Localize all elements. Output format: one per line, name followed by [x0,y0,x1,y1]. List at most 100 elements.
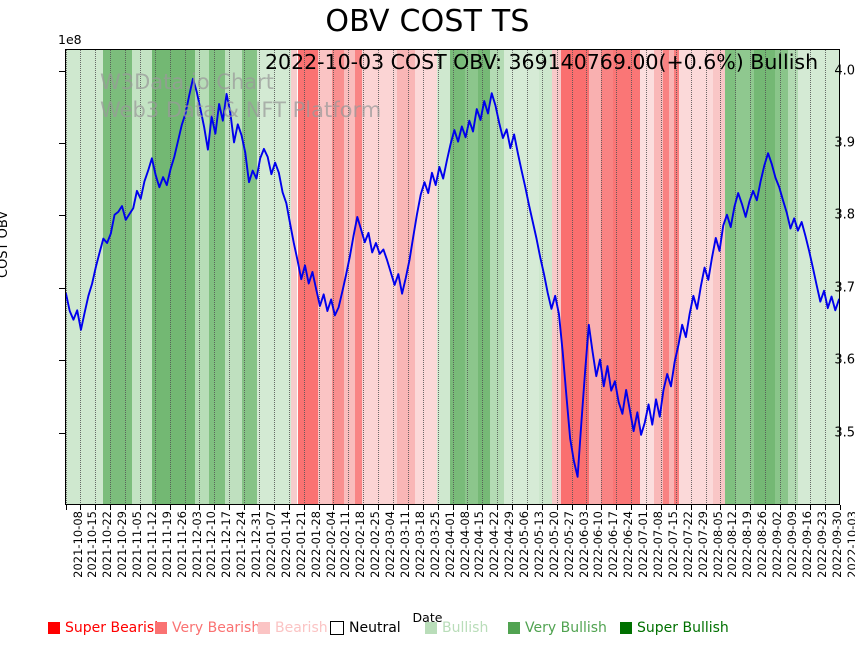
x-axis-tick-mark [601,505,603,510]
x-axis-tick-label: 2021-10-22 [100,511,115,578]
gridline-vertical [80,49,82,505]
gridline-vertical [779,49,781,505]
x-axis-tick-label: 2022-07-15 [665,511,680,578]
x-axis-tick-label: 2022-05-27 [561,511,576,578]
x-axis-tick-mark [541,505,543,510]
y-axis-tick-label: 3.9 [834,135,855,151]
x-axis-tick-mark [125,505,127,510]
sentiment-bands [65,49,840,505]
gridline-vertical [318,49,320,505]
x-axis-tick-label: 2021-11-26 [174,511,189,578]
plot-area [65,49,840,505]
x-axis-tick-label: 2022-06-17 [606,511,621,578]
gridline-vertical [765,49,767,505]
x-axis-tick-mark [794,505,796,510]
x-axis-tick-label: 2021-10-29 [115,511,130,578]
legend-label: Very Bullish [525,620,607,636]
x-axis-tick-label: 2022-02-04 [323,511,338,578]
legend-swatch-icon [258,622,270,634]
sentiment-band [503,49,540,505]
legend-label: Super Bullish [637,620,729,636]
x-axis-tick-label: 2021-11-12 [144,511,159,578]
sentiment-band [788,49,799,505]
sentiment-band [489,49,504,505]
x-axis-tick-mark [839,505,841,510]
gridline-vertical [824,49,826,505]
legend-item[interactable]: Very Bullish [508,620,607,636]
y-axis-tick-mark [59,143,65,145]
gridline-vertical [794,49,796,505]
legend-swatch-icon [425,622,437,634]
x-axis-tick-label: 2021-12-24 [234,511,249,578]
x-axis-tick-mark [229,505,231,510]
x-axis-tick-label: 2022-08-05 [710,511,725,578]
x-axis-tick-mark [809,505,811,510]
gridline-vertical [303,49,305,505]
x-axis-tick-mark [199,505,201,510]
x-axis-tick-mark [467,505,469,510]
gridline-vertical [675,49,677,505]
legend-label: Bullish [442,620,489,636]
gridline-vertical [214,49,216,505]
x-axis-tick-label: 2022-01-07 [264,511,278,578]
legend-item[interactable]: Bullish [425,620,488,636]
sentiment-band [361,49,397,505]
x-axis-tick-mark [244,505,246,510]
x-axis-tick-label: 2022-09-23 [814,511,829,578]
legend-item[interactable]: Neutral [330,620,401,636]
x-axis-tick-mark [139,505,141,510]
gridline-vertical [422,49,424,505]
sentiment-band [612,49,641,505]
x-axis-tick-label: 2022-07-01 [636,511,651,578]
x-axis-tick-mark [690,505,692,510]
legend-swatch-icon [155,622,167,634]
x-axis-tick-mark [392,505,394,510]
sentiment-legend: Super Bearish Very Bearish Bearish Neutral B… [0,620,855,642]
x-axis-tick-label: 2022-02-11 [338,511,353,578]
x-axis-tick-label: 2022-09-09 [784,511,799,578]
legend-swatch-icon [330,621,344,635]
x-axis-tick-label: 2022-07-29 [695,511,710,578]
x-axis-tick-mark [407,505,409,510]
x-axis-tick-mark [348,505,350,510]
y-axis-tick-label: 3.8 [834,207,855,223]
gridline-vertical [65,49,67,505]
x-axis-tick-mark [482,505,484,510]
legend-item[interactable]: Super Bullish [620,620,729,636]
gridline-vertical [735,49,737,505]
x-axis-tick-label: 2022-06-03 [576,511,591,578]
sentiment-band [131,49,152,505]
y-axis-tick-label: 3.5 [834,425,855,441]
x-axis-tick-mark [646,505,647,510]
gridline-vertical [169,49,171,505]
gridline-vertical [512,49,514,505]
gridline-vertical [288,49,290,505]
sentiment-band [668,49,675,505]
x-axis-tick-label: 2022-08-26 [755,511,770,578]
current-value-annotation: 2022-10-03 COST OBV: 369140769.00(+0.6%)… [265,50,819,74]
x-axis-tick-label: 2022-04-15 [472,511,487,578]
x-axis-tick-label: 2021-12-10 [204,511,219,578]
legend-label: Bearish [275,620,328,636]
x-axis-tick-label: 2022-02-18 [353,511,368,578]
gridline-vertical [497,49,499,505]
gridline-vertical [705,49,707,505]
x-axis-tick-mark [303,505,305,510]
x-axis-tick-label: 2021-11-05 [130,511,145,578]
x-axis-tick-mark [556,505,558,510]
x-axis-tick-mark [333,505,335,510]
x-axis-tick-label: 2022-05-13 [531,511,546,578]
sentiment-band [344,49,355,505]
gridline-vertical [244,49,246,505]
legend-item[interactable]: Super Bearish [48,620,163,636]
gridline-vertical [95,49,97,505]
gridline-vertical [750,49,752,505]
legend-item[interactable]: Bearish [258,620,328,636]
x-axis-tick-label: 2021-11-19 [159,511,174,578]
x-axis-tick-mark [824,505,826,510]
y-axis-exponent-label: 1e8 [58,32,82,47]
sentiment-band [332,49,344,505]
x-axis-title: Date [412,610,443,625]
sentiment-band [588,49,602,505]
legend-item[interactable]: Very Bearish [155,620,260,636]
